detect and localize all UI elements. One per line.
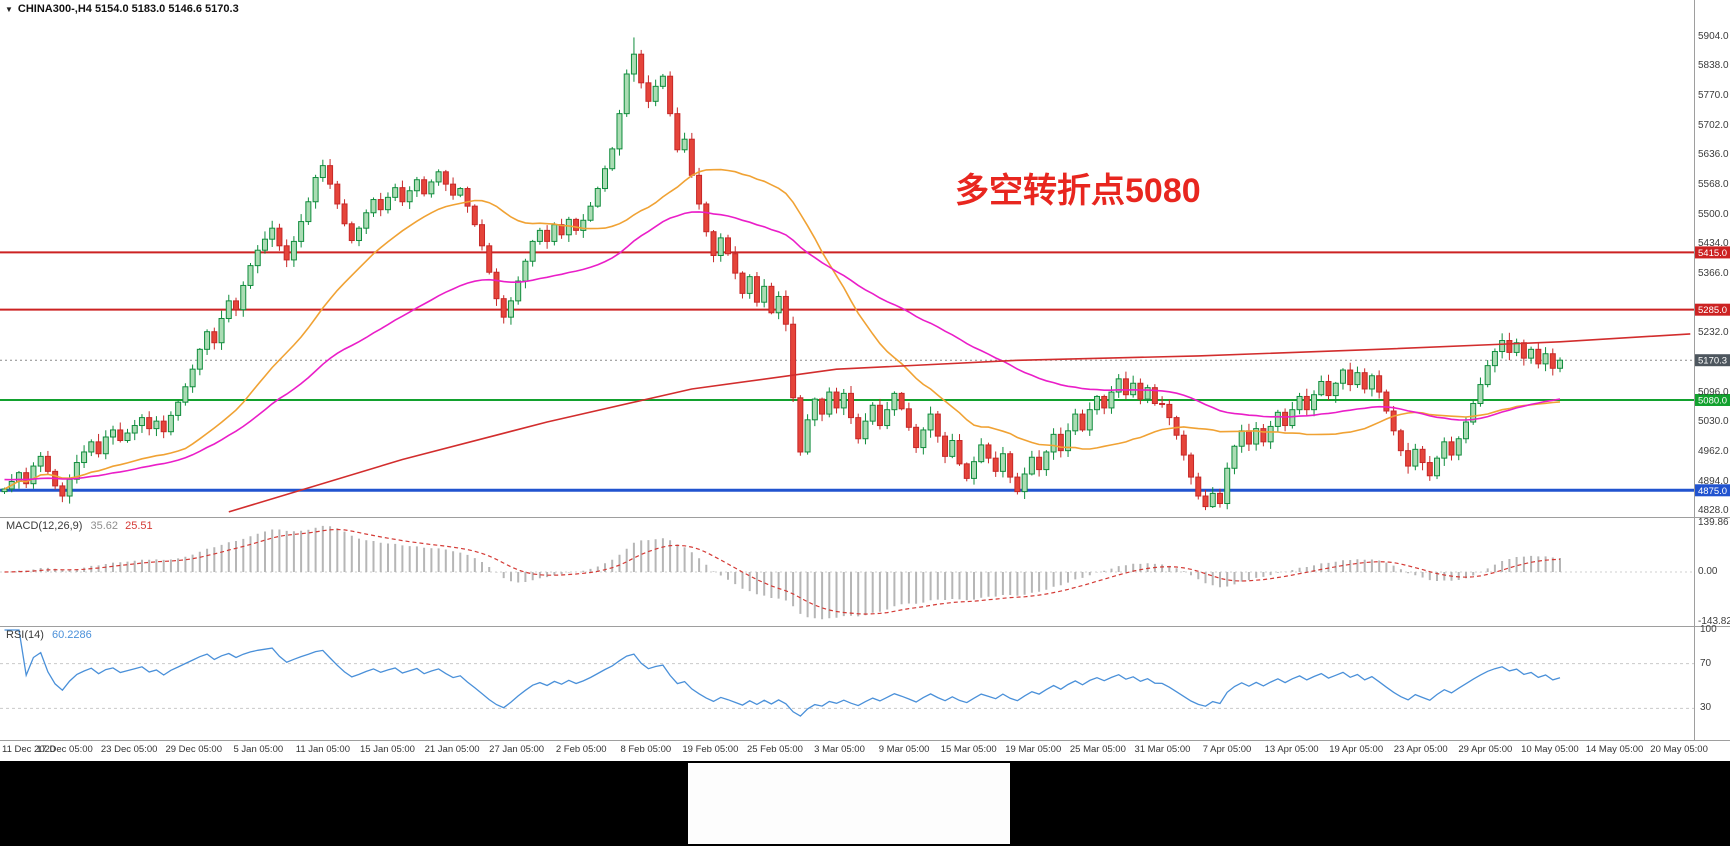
price-tag-5285.0 xyxy=(1695,303,1730,316)
price-axis-label: 5366.0 xyxy=(1698,268,1729,279)
time-axis-label: 23 Dec 05:00 xyxy=(100,744,158,755)
rsi-axis-label: 30 xyxy=(1700,702,1712,713)
bottom-letterbox-bar xyxy=(0,761,1730,846)
rsi-panel xyxy=(0,629,1694,717)
time-axis-label: 17 Dec 05:00 xyxy=(36,744,93,755)
time-axis-label: 5 Jan 05:00 xyxy=(233,744,284,755)
time-axis-label: 9 Mar 05:00 xyxy=(878,744,930,755)
macd-panel xyxy=(0,525,1694,620)
time-axis-label: 2 Feb 05:00 xyxy=(555,744,607,755)
time-axis-label: 19 Mar 05:00 xyxy=(1005,744,1062,755)
price-tag-5080.0 xyxy=(1695,393,1730,406)
time-axis-label: 15 Mar 05:00 xyxy=(940,744,997,755)
panel-dividers xyxy=(0,0,1730,741)
time-axis-label: 13 Apr 05:00 xyxy=(1264,744,1319,755)
price-axis-label: 5434.0 xyxy=(1698,238,1729,250)
bottom-bar-white-segment xyxy=(688,763,1010,844)
time-axis-label: 25 Feb 05:00 xyxy=(746,744,803,755)
rsi-axis-label: 100 xyxy=(1700,624,1717,635)
ma-fast xyxy=(4,168,1561,490)
price-axis-label: 5904.0 xyxy=(1698,31,1729,42)
macd-label-name: MACD(12,26,9) xyxy=(6,520,83,532)
price-tag-text-5080.0: 5080.0 xyxy=(1698,395,1727,406)
macd-axis-label: 0.00 xyxy=(1698,566,1718,577)
rsi-line xyxy=(4,629,1561,717)
rsi-indicator-label: RSI(14) 60.2286 xyxy=(6,629,92,641)
price-axis-label: 5770.0 xyxy=(1698,90,1729,102)
macd-axis-label: -143.82 xyxy=(1698,616,1730,627)
symbol-ohlc-text: CHINA300-,H4 5154.0 5183.0 5146.6 5170.3 xyxy=(17,3,239,15)
time-axis-label: 7 Apr 05:00 xyxy=(1202,744,1252,755)
price-tag-5415.0 xyxy=(1695,246,1730,259)
macd-axis-label: 139.86 xyxy=(1698,517,1729,528)
price-axis-label: 5030.0 xyxy=(1698,416,1729,427)
time-axis-label: 20 May 05:00 xyxy=(1650,744,1708,755)
price-tags[interactable]: 5415.0 5285.0 5170.3 5080.0 4875.0 xyxy=(1695,246,1730,497)
macd-value-signal: 25.51 xyxy=(125,520,153,532)
horizontal-price-lines[interactable] xyxy=(0,251,1694,492)
time-axis-label: 21 Jan 05:00 xyxy=(424,744,480,755)
price-axis-label: 5568.0 xyxy=(1698,179,1729,190)
time-axis-label: 25 Mar 05:00 xyxy=(1069,744,1126,755)
time-axis-label: 3 Mar 05:00 xyxy=(814,744,865,755)
time-axis-label: 31 Mar 05:00 xyxy=(1134,744,1191,755)
time-axis-label: 23 Apr 05:00 xyxy=(1393,744,1448,755)
macd-value-main: 35.62 xyxy=(90,520,119,532)
price-axis-label: 4828.0 xyxy=(1698,505,1729,516)
time-axis-label: 11 Jan 05:00 xyxy=(295,744,351,755)
macd-histogram xyxy=(10,525,1561,620)
time-axis-label: 10 May 05:00 xyxy=(1521,744,1579,755)
time-axis-label: 29 Apr 05:00 xyxy=(1458,744,1513,755)
time-axis-label: 29 Dec 05:00 xyxy=(165,744,222,755)
time-axis-label: 11 Dec 2020 xyxy=(2,744,56,755)
price-tag-text-5415.0: 5415.0 xyxy=(1698,248,1727,259)
rsi-label-name: RSI(14) xyxy=(6,629,44,641)
price-axis-label: 5232.0 xyxy=(1698,327,1729,339)
rsi-axis-label: 70 xyxy=(1700,658,1712,669)
symbol-info-bar: ▼ CHINA300-,H4 5154.0 5183.0 5146.6 5170… xyxy=(5,3,239,15)
price-tag-text-5170.3: 5170.3 xyxy=(1698,356,1727,367)
time-axis-label: 15 Jan 05:00 xyxy=(360,744,415,755)
price-axis-label: 5702.0 xyxy=(1698,119,1729,131)
macd-indicator-label: MACD(12,26,9) 35.62 25.51 xyxy=(6,520,153,532)
price-tag-text-4875.0: 4875.0 xyxy=(1698,486,1727,497)
time-axis-label: 27 Jan 05:00 xyxy=(489,744,545,755)
price-axis-label: 5838.0 xyxy=(1698,60,1729,72)
macd-signal-line xyxy=(4,528,1561,615)
candlestick-series xyxy=(1,37,1564,511)
price-tag-text-5285.0: 5285.0 xyxy=(1698,305,1727,316)
price-tag-5170.3 xyxy=(1695,354,1730,367)
price-axis-label: 4894.0 xyxy=(1698,475,1729,487)
ma-mid xyxy=(4,211,1561,481)
rsi-value: 60.2286 xyxy=(51,629,92,641)
ma-slow-trend xyxy=(228,333,1691,513)
price-tag-4875.0 xyxy=(1695,484,1730,497)
time-axis-label: 8 Feb 05:00 xyxy=(620,744,672,755)
price-axis-label: 5096.0 xyxy=(1698,386,1729,398)
price-axis-label: 4962.0 xyxy=(1698,445,1729,457)
time-axis-label: 19 Apr 05:00 xyxy=(1329,744,1384,755)
price-axis-label: 5636.0 xyxy=(1698,149,1729,161)
annotation-text: 多空转折点5080 xyxy=(955,172,1201,210)
triangle-down-icon[interactable]: ▼ xyxy=(5,4,13,14)
time-axis-label: 19 Feb 05:00 xyxy=(682,744,739,755)
time-axis-label: 14 May 05:00 xyxy=(1585,744,1644,755)
price-axis-label: 5500.0 xyxy=(1698,208,1729,220)
